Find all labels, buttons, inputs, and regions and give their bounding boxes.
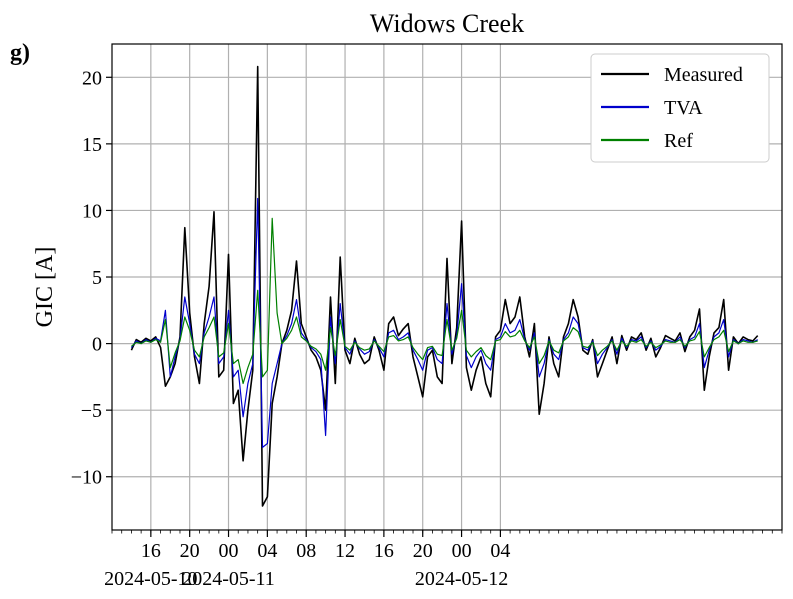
x-tick-label: 16: [141, 540, 161, 562]
legend-label-tva: TVA: [664, 97, 703, 119]
legend-box: [590, 53, 770, 163]
x-tick-label: 16: [374, 540, 394, 562]
x-tick-label: 12: [335, 540, 355, 562]
y-tick-label: 20: [82, 67, 102, 89]
series-line-ref: [131, 217, 758, 385]
legend-label-measured: Measured: [664, 64, 743, 86]
y-tick-label: −5: [81, 400, 102, 422]
x-tick-label: 04: [257, 540, 277, 562]
x-tick-label: 20: [413, 540, 433, 562]
x-date-label: 2024-05-10: [104, 568, 197, 590]
x-tick-label: 00: [452, 540, 472, 562]
y-tick-label: −10: [71, 467, 102, 489]
x-axis: 16 20 00 04 08 12 16 20 00 04 2024-05-102024-05-11…: [104, 530, 783, 590]
chart-title: Widows Creek: [370, 9, 524, 38]
series-layer: [130, 65, 759, 507]
x-tick-label: 20: [180, 540, 200, 562]
x-tick-label: 04: [490, 540, 510, 562]
y-tick-label: 0: [92, 334, 102, 356]
legend-label-ref: Ref: [664, 130, 693, 152]
y-axis: −10 −5 0 5 10 15 20: [71, 67, 112, 489]
y-tick-label: 10: [82, 200, 102, 222]
x-date-label: 2024-05-11: [182, 568, 275, 590]
y-tick-label: 5: [92, 267, 102, 289]
x-tick-label: 08: [296, 540, 316, 562]
panel-label: g): [10, 40, 30, 66]
plot-frame: [111, 43, 783, 531]
y-tick-label: 15: [82, 134, 102, 156]
x-date-label: 2024-05-12: [415, 568, 508, 590]
x-tick-label: 00: [219, 540, 239, 562]
legend: Measured TVA Ref: [590, 53, 770, 163]
series-line-measured: [130, 65, 759, 507]
y-axis-label: GIC [A]: [32, 247, 58, 328]
